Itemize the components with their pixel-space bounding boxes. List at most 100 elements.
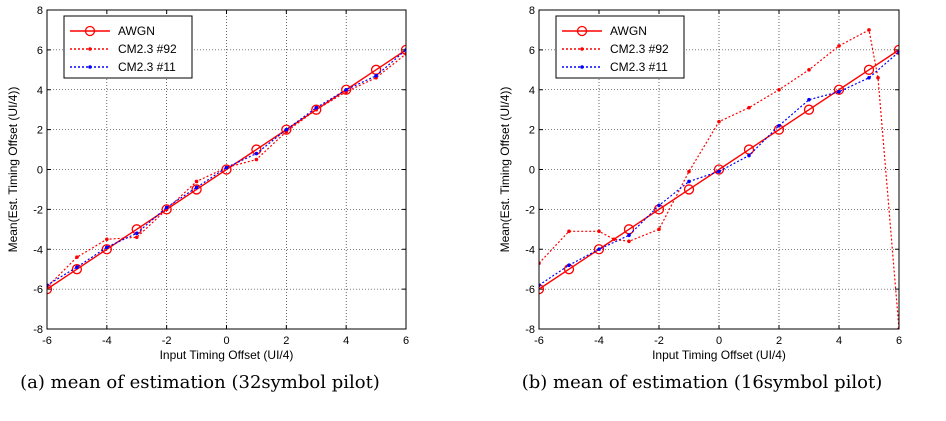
data-point — [539, 283, 545, 295]
axes-frame — [538, 9, 900, 330]
data-point — [311, 104, 322, 115]
data-point — [683, 184, 695, 195]
y-tick-label: 2 — [529, 125, 535, 137]
data-point — [161, 204, 172, 215]
legend-label: CM2.3 #92 — [118, 42, 177, 56]
data-point — [47, 283, 53, 295]
data-point — [747, 105, 751, 110]
x-axis-label: Input Timing Offset (UI/4) — [652, 348, 786, 362]
data-point — [105, 245, 109, 250]
data-point — [807, 97, 811, 102]
data-point — [893, 44, 899, 56]
y-tick-label: 0 — [37, 165, 43, 177]
data-point — [75, 255, 79, 260]
data-point — [224, 165, 229, 170]
chart-caption: (a) mean of estimation (32symbol pilot) — [20, 372, 380, 393]
legend-marker — [580, 65, 584, 69]
x-tick-label: 4 — [343, 335, 349, 347]
data-point — [687, 169, 691, 174]
y-axis-label: Mean(Est. Timing Offset (UI/4)) — [498, 87, 512, 253]
data-point — [717, 119, 721, 124]
y-tick-label: -6 — [33, 284, 43, 296]
y-tick-label: -8 — [33, 324, 43, 336]
data-point — [867, 75, 871, 80]
x-tick-label: 0 — [223, 335, 229, 347]
data-point — [101, 244, 112, 255]
legend-label: CM2.3 #11 — [610, 60, 668, 74]
data-point — [254, 151, 259, 156]
x-tick-label: 6 — [403, 335, 409, 347]
legend-marker — [576, 25, 588, 37]
data-point — [75, 265, 79, 269]
data-point — [687, 179, 691, 184]
x-tick-label: -6 — [534, 335, 544, 347]
y-tick-label: -4 — [33, 244, 43, 256]
legend-marker — [88, 47, 92, 51]
data-point — [627, 239, 631, 244]
data-point — [567, 229, 571, 234]
data-point — [597, 229, 601, 234]
data-point — [597, 247, 601, 252]
legend-box — [555, 15, 685, 79]
data-point — [593, 244, 605, 255]
x-tick-label: -6 — [42, 335, 52, 347]
y-tick-label: 4 — [37, 85, 43, 97]
x-tick-label: 2 — [283, 335, 289, 347]
y-tick-label: -6 — [525, 284, 535, 296]
data-point — [777, 123, 781, 128]
data-point — [71, 264, 83, 275]
legend-marker — [88, 65, 92, 69]
y-tick-label: 8 — [37, 5, 43, 17]
legend-box — [63, 15, 193, 79]
data-point — [833, 84, 845, 95]
y-tick-label: -2 — [33, 204, 43, 216]
y-tick-label: 6 — [529, 45, 535, 57]
data-point — [867, 28, 871, 32]
x-tick-label: 6 — [896, 335, 902, 347]
data-point — [374, 73, 378, 78]
chart-caption: (b) mean of estimation (16symbol pilot) — [522, 372, 882, 393]
legend-label: AWGN — [610, 24, 647, 38]
data-point — [281, 124, 292, 135]
legend-marker — [580, 47, 584, 51]
data-point — [837, 89, 841, 94]
y-tick-label: -2 — [525, 204, 535, 216]
data-point — [657, 203, 661, 208]
data-point — [344, 87, 348, 92]
series-3 — [47, 48, 406, 287]
data-point — [876, 75, 880, 80]
legend-label: CM2.3 #11 — [118, 60, 176, 74]
y-tick-label: -4 — [525, 244, 535, 256]
x-tick-label: -2 — [654, 335, 664, 347]
y-axis-label: Mean(Est. Timing Offset (UI/4)) — [6, 87, 20, 253]
data-point — [627, 233, 631, 238]
x-tick-label: -4 — [594, 335, 604, 347]
data-point — [837, 44, 841, 48]
data-point — [164, 205, 169, 210]
x-axis-label: Input Timing Offset (UI/4) — [160, 348, 294, 362]
x-tick-label: -4 — [102, 335, 112, 347]
data-point — [134, 231, 139, 236]
data-point — [863, 64, 875, 75]
data-point — [254, 157, 259, 162]
legend: AWGN CM2.3 #92 CM2.3 #11 — [555, 15, 685, 79]
data-point — [284, 127, 289, 132]
data-point — [612, 237, 616, 242]
data-point — [747, 153, 751, 158]
y-tick-label: 2 — [37, 125, 43, 137]
data-point — [134, 235, 139, 240]
x-tick-label: 2 — [776, 335, 782, 347]
y-tick-label: 6 — [37, 45, 43, 57]
data-point — [567, 263, 571, 268]
data-point — [341, 84, 352, 95]
data-point — [803, 104, 815, 115]
axes-frame — [46, 9, 407, 330]
y-tick-label: -8 — [525, 324, 535, 336]
legend-marker — [84, 25, 96, 37]
data-point — [191, 184, 202, 195]
data-point — [400, 44, 406, 56]
data-point — [657, 227, 661, 232]
